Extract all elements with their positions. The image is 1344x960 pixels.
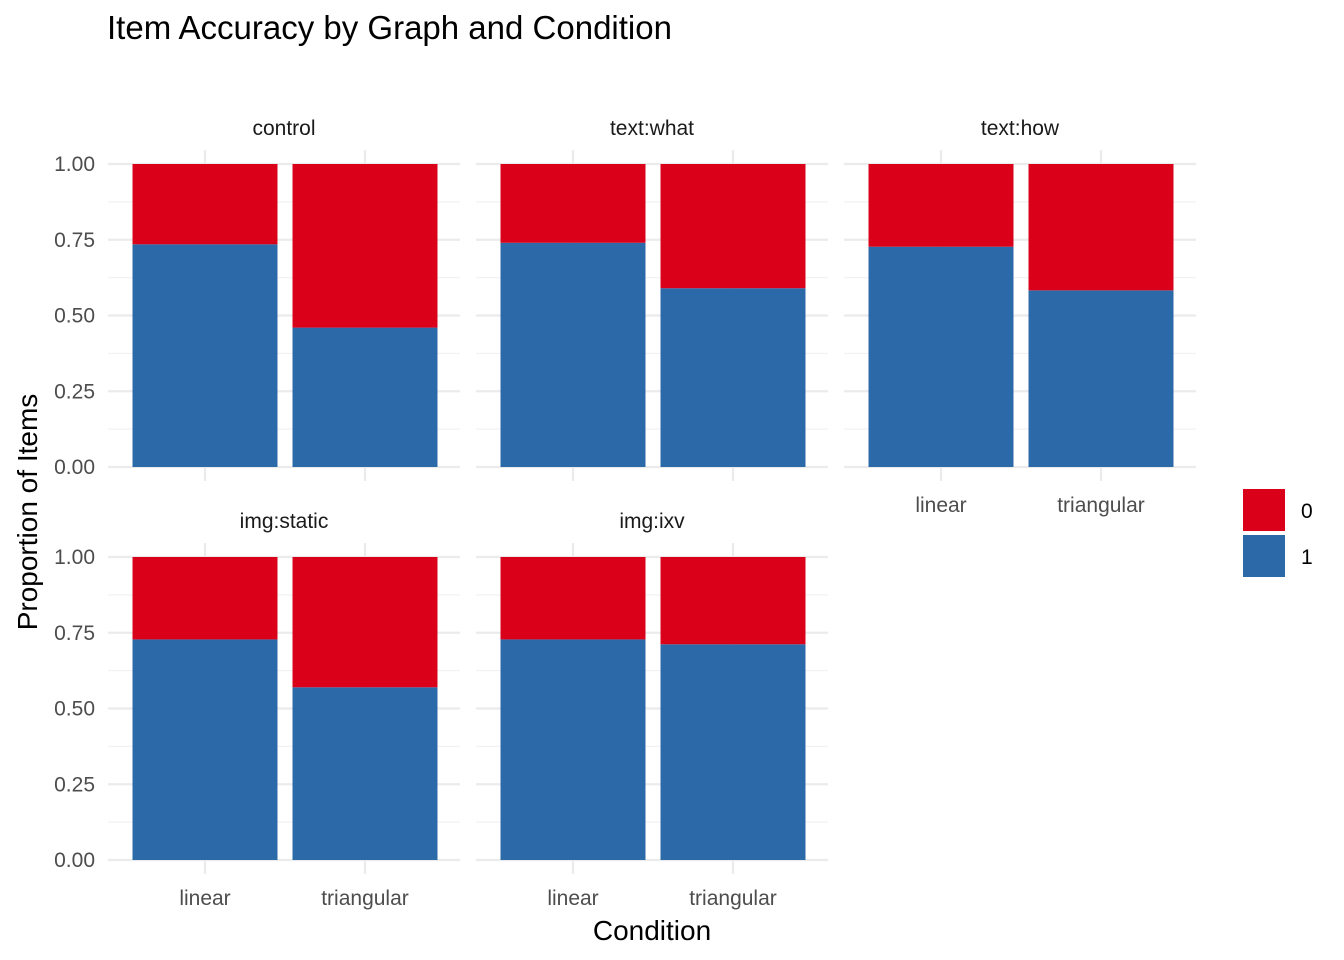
- y-tick-label: 0.50: [54, 305, 95, 328]
- x-tick-label: triangular: [1057, 494, 1145, 517]
- bar-segment-1: [132, 244, 278, 467]
- facet-panel: text:how linear triangular: [844, 117, 1196, 517]
- facet-label: control: [252, 117, 315, 140]
- x-tick-label: linear: [915, 494, 966, 517]
- bar-segment-1: [660, 644, 806, 860]
- y-tick-label: 0.75: [54, 229, 95, 252]
- x-axis-title: Condition: [593, 915, 711, 946]
- y-tick-label: 0.25: [54, 380, 95, 403]
- legend-label: 0: [1301, 500, 1313, 523]
- bar-segment-0: [868, 164, 1014, 247]
- bar-segment-0: [660, 164, 806, 289]
- bar-segment-1: [500, 639, 646, 860]
- facet-panels: control 0.00 0.25 0.50 0.75 1.00 text:what text…: [54, 117, 1196, 910]
- facet-panel: text:what: [476, 117, 828, 481]
- bar-segment-1: [1028, 290, 1174, 467]
- bar-segment-1: [868, 246, 1014, 467]
- legend-label: 1: [1301, 546, 1313, 569]
- bar-segment-0: [1028, 164, 1174, 291]
- y-tick-label: 1.00: [54, 546, 95, 569]
- y-tick-label: 0.25: [54, 773, 95, 796]
- bar-segment-1: [132, 639, 278, 860]
- legend-key-0: [1243, 489, 1285, 531]
- legend: 01: [1243, 489, 1313, 577]
- bar-segment-1: [292, 327, 438, 467]
- bar-segment-1: [660, 288, 806, 467]
- bar-segment-0: [292, 557, 438, 688]
- facet-label: text:how: [981, 117, 1060, 140]
- facet-label: img:ixv: [619, 510, 685, 533]
- bar-segment-0: [660, 557, 806, 645]
- bar-segment-1: [500, 242, 646, 467]
- y-tick-label: 0.75: [54, 622, 95, 645]
- facet-panel: img:static 0.00 0.25 0.50 0.75 1.00 linear tria…: [54, 510, 460, 910]
- x-tick-label: triangular: [321, 887, 409, 910]
- legend-key-1: [1243, 535, 1285, 577]
- facet-panel: img:ixv linear triangular: [476, 510, 828, 910]
- facet-label: img:static: [240, 510, 329, 533]
- y-tick-label: 0.00: [54, 849, 95, 872]
- y-tick-label: 0.00: [54, 456, 95, 479]
- x-tick-label: linear: [547, 887, 598, 910]
- x-tick-label: triangular: [689, 887, 777, 910]
- x-tick-label: linear: [179, 887, 230, 910]
- facet-label: text:what: [610, 117, 694, 140]
- bar-segment-0: [500, 557, 646, 640]
- y-axis-title: Proportion of Items: [12, 394, 43, 631]
- bar-segment-0: [132, 164, 278, 245]
- chart-title: Item Accuracy by Graph and Condition: [107, 9, 672, 46]
- bar-segment-1: [292, 687, 438, 860]
- bar-segment-0: [500, 164, 646, 243]
- bar-segment-0: [292, 164, 438, 328]
- y-tick-label: 1.00: [54, 153, 95, 176]
- y-tick-label: 0.50: [54, 698, 95, 721]
- bar-segment-0: [132, 557, 278, 640]
- facet-panel: control 0.00 0.25 0.50 0.75 1.00: [54, 117, 460, 481]
